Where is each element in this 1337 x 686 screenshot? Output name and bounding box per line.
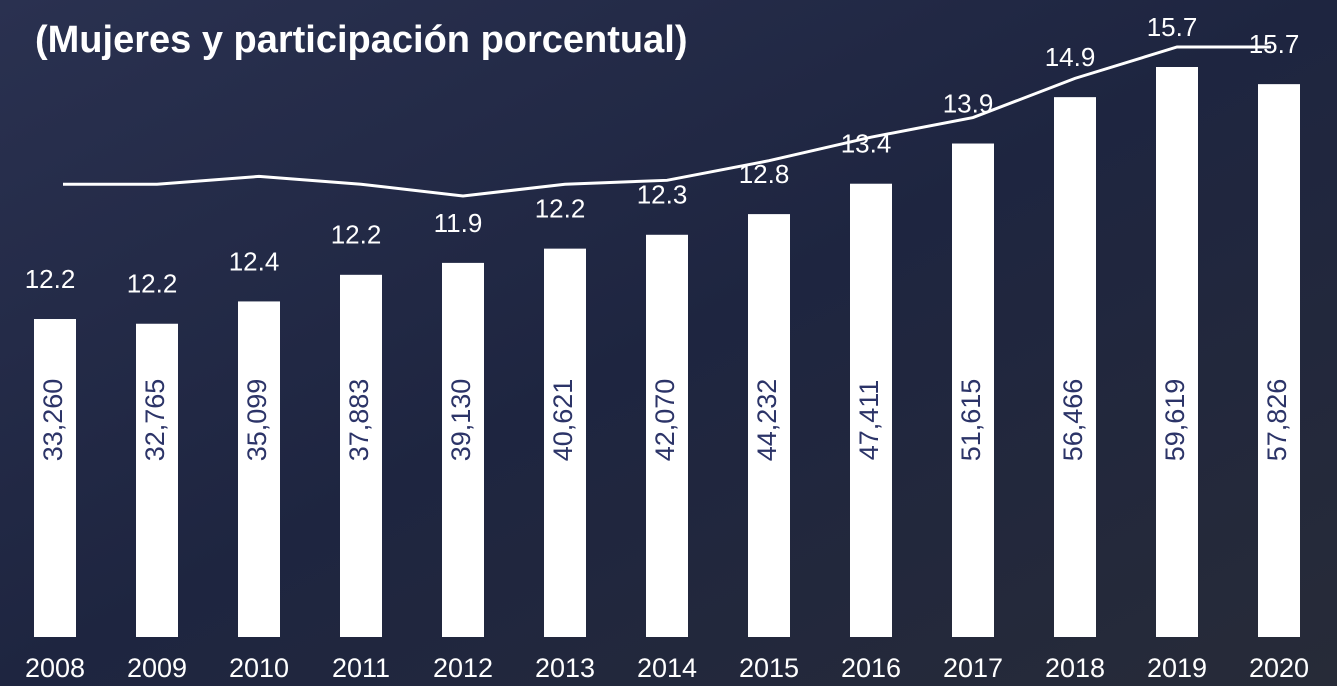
line-value-label: 12.4 bbox=[229, 246, 280, 276]
x-tick-label: 2019 bbox=[1147, 653, 1207, 683]
line-value-label: 12.2 bbox=[25, 264, 76, 294]
line-value-label: 11.9 bbox=[434, 208, 483, 238]
x-tick-label: 2010 bbox=[229, 653, 289, 683]
line-value-label: 12.2 bbox=[127, 269, 178, 299]
bar bbox=[442, 262, 484, 637]
bar-value-label: 37,883 bbox=[344, 379, 374, 462]
bar bbox=[340, 274, 382, 637]
bar-value-label: 35,099 bbox=[242, 379, 272, 462]
x-tick-label: 2013 bbox=[535, 653, 595, 683]
bar-value-label: 57,826 bbox=[1262, 379, 1292, 462]
line-value-label: 15.7 bbox=[1147, 12, 1198, 42]
bar-value-label: 39,130 bbox=[446, 379, 476, 462]
x-tick-label: 2014 bbox=[637, 653, 697, 683]
bar bbox=[1156, 67, 1198, 637]
x-tick-label: 2008 bbox=[25, 653, 85, 683]
line-value-label: 12.3 bbox=[637, 180, 688, 210]
chart-title: (Mujeres y participación porcentual) bbox=[35, 19, 687, 61]
bar-value-label: 44,232 bbox=[752, 379, 782, 462]
bar bbox=[1054, 97, 1096, 638]
x-tick-label: 2009 bbox=[127, 653, 187, 683]
bar bbox=[544, 248, 586, 637]
line-value-label: 15.7 bbox=[1249, 29, 1300, 59]
x-tick-label: 2012 bbox=[433, 653, 493, 683]
bar-value-label: 51,615 bbox=[956, 379, 986, 462]
line bbox=[63, 45, 1271, 198]
x-tick-label: 2015 bbox=[739, 653, 799, 683]
bar-value-label: 59,619 bbox=[1160, 379, 1190, 462]
bar-value-label: 32,765 bbox=[140, 379, 170, 462]
bar bbox=[952, 143, 994, 637]
bar bbox=[748, 214, 790, 637]
x-tick-label: 2018 bbox=[1045, 653, 1105, 683]
bar-value-label: 42,070 bbox=[650, 379, 680, 462]
line-value-label: 12.2 bbox=[535, 194, 586, 224]
bar bbox=[238, 301, 280, 637]
x-tick-label: 2020 bbox=[1249, 653, 1309, 683]
bar bbox=[646, 234, 688, 637]
bar-value-label: 56,466 bbox=[1058, 379, 1088, 462]
line-value-label: 14.9 bbox=[1045, 42, 1096, 72]
x-tick-label: 2016 bbox=[841, 653, 901, 683]
bar-value-label: 47,411 bbox=[854, 380, 884, 461]
bar-value-label: 40,621 bbox=[548, 379, 578, 462]
x-tick-label: 2011 bbox=[332, 653, 390, 683]
bar bbox=[850, 183, 892, 637]
bar bbox=[1258, 84, 1300, 638]
bar bbox=[136, 323, 178, 637]
line-value-label: 12.2 bbox=[331, 220, 382, 250]
line-value-label: 12.8 bbox=[739, 159, 790, 189]
x-tick-label: 2017 bbox=[943, 653, 1003, 683]
bar-value-label: 33,260 bbox=[38, 379, 68, 462]
bar bbox=[34, 319, 76, 637]
